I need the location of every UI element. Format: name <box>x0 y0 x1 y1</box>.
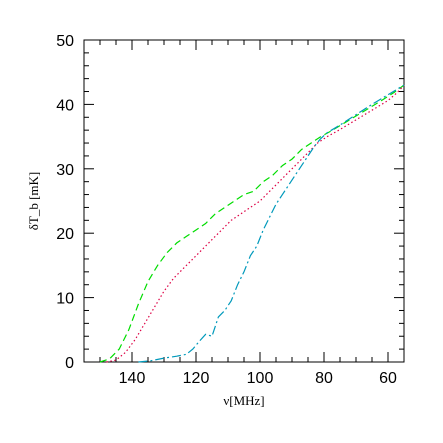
y-tick-label: 20 <box>56 226 74 243</box>
tick-marks <box>84 39 404 363</box>
series-line-dash-dot <box>138 84 405 363</box>
x-tick-label: 80 <box>315 370 333 387</box>
x-tick-label: 100 <box>247 370 274 387</box>
x-tick-label: 120 <box>183 370 210 387</box>
x-tick-label: 60 <box>379 370 397 387</box>
y-axis-label: δT_b [mK] <box>26 172 41 230</box>
series-line-dashed <box>99 84 405 363</box>
y-tick-label: 0 <box>65 355 74 372</box>
y-tick-label: 50 <box>56 33 74 50</box>
tick-labels: 140 120 100 80 60 0 10 20 30 40 50 <box>56 33 397 387</box>
x-tick-label: 140 <box>119 370 146 387</box>
series-group <box>99 84 405 363</box>
y-tick-label: 30 <box>56 162 74 179</box>
y-tick-label: 40 <box>56 97 74 114</box>
plot-frame <box>83 39 405 363</box>
y-tick-label: 10 <box>56 291 74 308</box>
series-line-dotted <box>106 84 405 363</box>
x-axis-label: ν[MHz] <box>223 393 264 408</box>
